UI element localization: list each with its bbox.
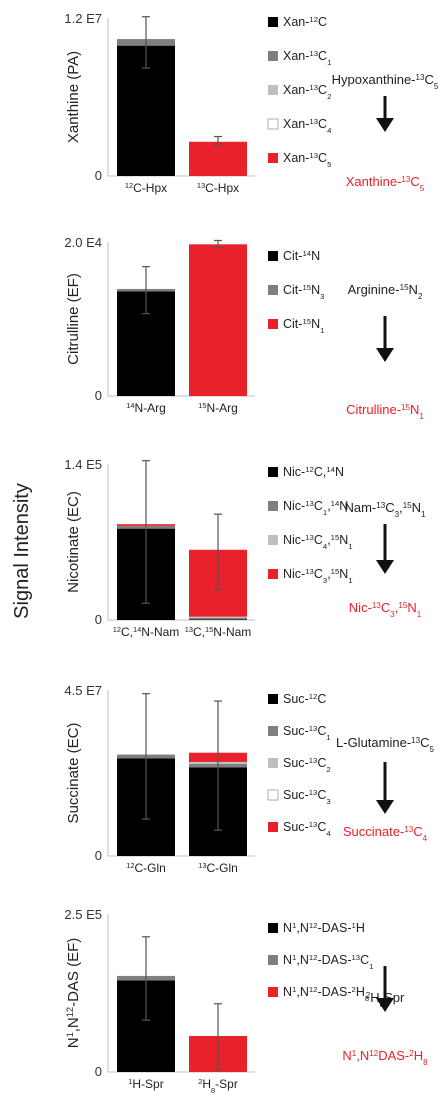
bar-2-series-3 bbox=[189, 616, 247, 618]
legend-label-2: Cit-15N3 bbox=[283, 283, 324, 301]
pathway-substrate-label: Hypoxanthine-13C5 bbox=[332, 72, 439, 91]
legend-swatch-5 bbox=[268, 153, 278, 163]
legend-label-1: N1,N12-DAS-1H bbox=[283, 921, 365, 936]
y-tick-label-max: 1.2 E7 bbox=[64, 11, 102, 26]
pathway-arrow-head bbox=[376, 800, 394, 814]
y-tick-label-max: 2.0 E4 bbox=[64, 235, 102, 250]
y-tick-label-min: 0 bbox=[95, 168, 102, 183]
pathway-substrate-label: Nam-13C3,15N1 bbox=[344, 500, 426, 519]
legend-label-1: Xan-12C bbox=[283, 15, 327, 30]
y-tick-label-max: 1.4 E5 bbox=[64, 457, 102, 472]
legend-label-2: Suc-13C1 bbox=[283, 724, 331, 742]
bar-2-series-1 bbox=[189, 619, 247, 620]
x-tick-label-1: 12C-Hpx bbox=[125, 181, 167, 196]
pathway-arrow-head bbox=[376, 560, 394, 574]
y-tick-label-min: 0 bbox=[95, 612, 102, 627]
legend-swatch-2 bbox=[268, 285, 278, 295]
legend-swatch-3 bbox=[268, 535, 278, 545]
pathway-product-label: Nic-13C3,15N1 bbox=[349, 600, 422, 619]
y-axis-label: Succinate (EC) bbox=[65, 723, 82, 824]
legend-swatch-3 bbox=[268, 85, 278, 95]
chart-panel-3: 1.4 E5 0 Nicotinate (EC) 12C,14N-Nam 13C,15N… bbox=[64, 457, 426, 639]
legend-label-5: Xan-13C5 bbox=[283, 151, 331, 169]
legend-label-3: Xan-13C2 bbox=[283, 83, 331, 101]
legend-label-2: Xan-13C1 bbox=[283, 49, 331, 67]
x-tick-label-1: 14N-Arg bbox=[126, 401, 166, 416]
legend-label-4: Nic-13C3,15N1 bbox=[283, 567, 353, 585]
legend-swatch-2 bbox=[268, 501, 278, 511]
y-axis-label: Xanthine (PA) bbox=[65, 51, 82, 143]
legend-label-3: Suc-13C2 bbox=[283, 756, 331, 774]
legend-swatch-1 bbox=[268, 694, 278, 704]
legend-label-3: N1,N12-DAS-2H8 bbox=[283, 985, 369, 1003]
bar-2-series-5 bbox=[189, 141, 247, 176]
legend-swatch-1 bbox=[268, 17, 278, 27]
x-tick-label-2: 13C,15N-Nam bbox=[185, 625, 252, 640]
chart-panel-2: 2.0 E4 0 Citrulline (EF) 14N-Arg 15N-Arg Cit-… bbox=[64, 235, 424, 421]
x-tick-label-2: 13C-Hpx bbox=[197, 181, 239, 196]
legend-swatch-4 bbox=[268, 569, 278, 579]
legend-swatch-3 bbox=[268, 758, 278, 768]
legend-label-5: Suc-13C4 bbox=[283, 820, 331, 838]
x-tick-label-2: 15N-Arg bbox=[198, 401, 238, 416]
legend-label-4: Suc-13C3 bbox=[283, 788, 331, 806]
legend-label-1: Suc-12C bbox=[283, 692, 326, 707]
y-axis-label: Nicotinate (EC) bbox=[65, 491, 82, 593]
legend-swatch-1 bbox=[268, 251, 278, 261]
y-axis-label: N1,N12-DAS (EF) bbox=[65, 938, 82, 1049]
shared-y-axis-label: Signal Intensity bbox=[11, 483, 33, 619]
pathway-arrow-head bbox=[376, 998, 394, 1012]
pathway-substrate-label: L-Glutamine-13C5 bbox=[336, 735, 434, 754]
bar-2-series-2 bbox=[189, 617, 247, 620]
pathway-product-label: Citrulline-15N1 bbox=[346, 402, 424, 421]
pathway-product-label: Succinate-13C4 bbox=[343, 824, 428, 843]
x-tick-label-2: 13C-Gln bbox=[198, 861, 238, 876]
x-tick-label-1: 12C,14N-Nam bbox=[113, 625, 180, 640]
legend-swatch-4 bbox=[267, 118, 279, 130]
legend-swatch-2 bbox=[268, 955, 278, 965]
pathway-product-label: Xanthine-13C5 bbox=[346, 174, 425, 193]
y-tick-label-max: 4.5 E7 bbox=[64, 683, 102, 698]
chart-panel-4: 4.5 E7 0 Succinate (EC) 12C-Gln 13C-Gln Suc-1… bbox=[64, 683, 434, 875]
pathway-product-label: N1,N12DAS-2H8 bbox=[342, 1048, 428, 1067]
chart-panel-1: 1.2 E7 0 Xanthine (PA) 12C-Hpx 13C-Hpx Xan-12… bbox=[64, 11, 438, 195]
y-tick-label-min: 0 bbox=[95, 1064, 102, 1079]
legend-swatch-5 bbox=[268, 822, 278, 832]
x-tick-label-1: 1H-Spr bbox=[128, 1077, 163, 1092]
pathway-arrow-head bbox=[376, 118, 394, 132]
x-tick-label-1: 12C-Gln bbox=[126, 861, 166, 876]
legend-label-2: Nic-13C1,14N bbox=[283, 499, 348, 517]
legend-swatch-2 bbox=[268, 51, 278, 61]
x-tick-label-2: 2H8-Spr bbox=[198, 1077, 238, 1095]
y-axis-label: Citrulline (EF) bbox=[65, 273, 82, 365]
bar-2-series-3 bbox=[189, 244, 247, 396]
legend-label-3: Cit-15N1 bbox=[283, 317, 324, 335]
legend-swatch-4 bbox=[267, 789, 279, 801]
pathway-arrow-head bbox=[376, 348, 394, 362]
legend-label-4: Xan-13C4 bbox=[283, 117, 332, 135]
legend-label-3: Nic-13C4,15N1 bbox=[283, 533, 353, 551]
legend-label-1: Cit-14N bbox=[283, 249, 320, 264]
pathway-substrate-label: Arginine-15N2 bbox=[348, 282, 423, 301]
legend-label-1: Nic-12C,14N bbox=[283, 465, 344, 480]
legend-swatch-3 bbox=[268, 319, 278, 329]
legend-label-2: N1,N12-DAS-13C1 bbox=[283, 953, 373, 971]
y-tick-label-min: 0 bbox=[95, 848, 102, 863]
chart-panel-5: 2.5 E5 0 N1,N12-DAS (EF) 1H-Spr 2H8-Spr N1,N1… bbox=[64, 907, 428, 1095]
legend-swatch-1 bbox=[268, 923, 278, 933]
y-tick-label-min: 0 bbox=[95, 388, 102, 403]
legend-swatch-2 bbox=[268, 726, 278, 736]
legend-swatch-1 bbox=[268, 467, 278, 477]
y-tick-label-max: 2.5 E5 bbox=[64, 907, 102, 922]
legend-swatch-3 bbox=[268, 987, 278, 997]
